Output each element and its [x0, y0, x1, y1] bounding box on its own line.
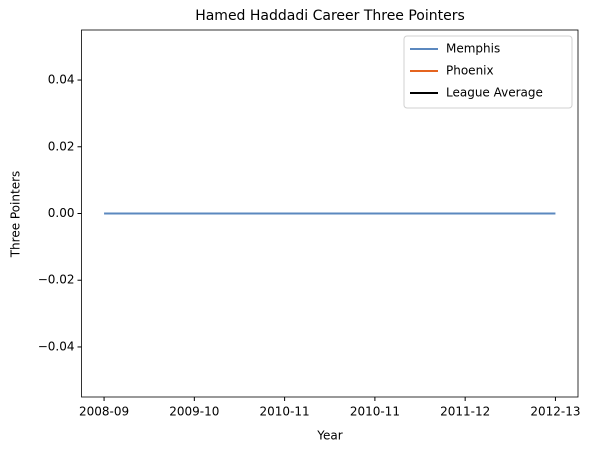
legend-label: Memphis: [446, 42, 500, 56]
x-tick-label: 2012-13: [530, 405, 580, 419]
y-tick-label: 0.04: [48, 73, 75, 87]
y-tick-label: 0.02: [48, 139, 75, 153]
x-tick-label: 2008-09: [79, 405, 129, 419]
plot-frame: [81, 29, 579, 398]
y-tick-label: 0.00: [48, 206, 75, 220]
legend-label: League Average: [446, 86, 543, 100]
x-tick-label: 2011-12: [440, 405, 490, 419]
y-tick-label: −0.04: [38, 339, 75, 353]
chart-title: Hamed Haddadi Career Three Pointers: [195, 8, 465, 24]
x-axis-label: Year: [316, 429, 342, 443]
x-tick-label: 2010-11: [260, 405, 310, 419]
x-tick-label: 2009-10: [169, 405, 219, 419]
y-axis-label: Three Pointers: [9, 171, 23, 259]
y-tick-label: −0.02: [38, 273, 75, 287]
x-tick-label: 2010-11: [350, 405, 400, 419]
legend-label: Phoenix: [446, 64, 494, 78]
legend-box: [403, 35, 573, 109]
